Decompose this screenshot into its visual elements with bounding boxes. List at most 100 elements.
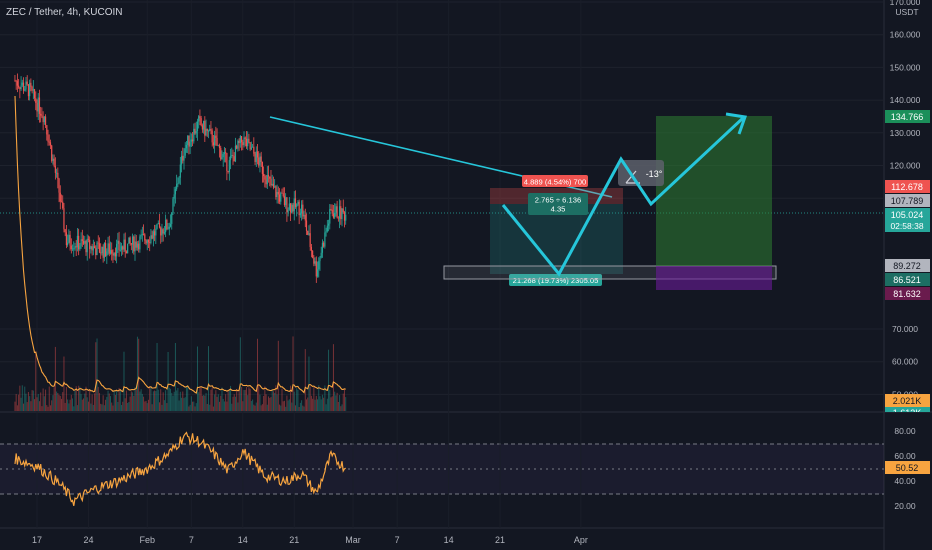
volume-bar: [312, 398, 314, 411]
target-badge: [885, 110, 930, 123]
volume-bar: [81, 399, 83, 411]
candle-body: [209, 129, 211, 131]
stop-label-bg: [522, 175, 588, 187]
volume-bar: [174, 342, 176, 411]
candle-body: [256, 151, 259, 158]
volume-bar: [107, 390, 109, 411]
candle-body: [59, 192, 61, 202]
volume-bar: [195, 403, 197, 411]
volume-bar: [178, 400, 180, 411]
candle-body: [100, 252, 102, 254]
volume-bar: [94, 393, 96, 411]
volume-bar: [268, 396, 270, 411]
volume-bar: [329, 390, 331, 411]
candle-body: [107, 243, 109, 252]
entry-ref-badge: [885, 194, 930, 207]
candle-body: [267, 175, 270, 177]
target-label: 21.268 (19.73%) 2305.05: [513, 276, 599, 285]
volume-bar: [21, 385, 23, 411]
candle-body: [54, 166, 56, 173]
volume-bar: [342, 393, 344, 411]
volume-bar: [146, 403, 148, 411]
candle-body: [248, 138, 250, 143]
volume-bar: [37, 394, 39, 411]
volume-bar: [31, 390, 33, 411]
long-stop-zone[interactable]: [656, 266, 772, 290]
candle-body: [332, 213, 335, 218]
volume-bar: [215, 390, 217, 411]
volume-bar: [189, 404, 191, 411]
candle-body: [30, 82, 32, 87]
volume-bar: [206, 403, 208, 411]
volume-bar: [231, 403, 233, 411]
candle-body: [138, 243, 140, 250]
candle-body: [282, 193, 284, 197]
candle-body: [345, 214, 347, 221]
candle-body: [18, 85, 20, 88]
candle-body: [191, 139, 194, 142]
volume-bars: [14, 336, 347, 411]
candle-body: [162, 229, 164, 234]
candle-body: [93, 246, 96, 249]
candle-body: [48, 141, 50, 143]
candle-body: [112, 253, 114, 256]
volume-bar: [171, 392, 173, 411]
candle-body: [303, 214, 305, 217]
volume-bar: [198, 392, 200, 411]
volume-bar: [165, 390, 167, 411]
candle-body: [40, 113, 42, 116]
candle-body: [91, 246, 93, 251]
volume-bar: [86, 397, 88, 411]
volume-bar: [234, 396, 236, 411]
candle-body: [124, 239, 126, 252]
candle-body: [308, 233, 310, 235]
candle-body: [47, 134, 49, 142]
volume-bar: [275, 385, 277, 411]
volume-bar: [136, 336, 138, 411]
volume-bar: [299, 402, 301, 411]
price-tick-label: 70.000: [892, 324, 918, 334]
volume-bar: [133, 395, 135, 411]
volume-bar: [245, 387, 247, 411]
candle-body: [223, 152, 226, 155]
volume-ma-line: [14, 95, 346, 394]
candle-body: [82, 240, 85, 244]
candle-body: [130, 243, 132, 245]
volume-bar: [110, 396, 111, 411]
badges: 134.766 112.678 107.789 105.024 02:58:38…: [885, 110, 930, 474]
volume-bar: [332, 344, 334, 411]
candle-body: [270, 178, 272, 186]
volume-bar: [46, 405, 48, 411]
volume-bar: [298, 406, 300, 411]
candle-body: [122, 246, 124, 250]
candle-body: [236, 145, 238, 149]
candle-body: [134, 241, 136, 252]
volume-bar: [183, 398, 185, 411]
volume-bar: [25, 393, 27, 411]
currency-label: USDT: [895, 7, 918, 17]
candle-body: [27, 84, 30, 97]
candles: [14, 73, 347, 283]
candle-body: [342, 208, 344, 213]
volume-bar: [290, 385, 292, 411]
projection-path[interactable]: [501, 116, 745, 277]
candle-body: [203, 120, 205, 130]
volume-bar: [54, 346, 56, 411]
long-target-zone[interactable]: [656, 116, 772, 266]
candle-body: [151, 235, 153, 239]
volume-bar: [92, 404, 94, 411]
candle-body: [271, 183, 273, 186]
candle-body: [244, 137, 246, 139]
level-b-badge: [885, 273, 930, 286]
candle-body: [53, 158, 55, 167]
volume-bar: [96, 338, 98, 411]
volume-bar: [204, 395, 206, 411]
volume-bar: [315, 395, 317, 411]
candle-body: [63, 208, 65, 230]
volume-bar: [337, 401, 339, 411]
candle-body: [95, 248, 97, 256]
candle-body: [96, 242, 98, 256]
volume-bar: [95, 342, 97, 411]
volume-bar: [36, 397, 38, 411]
